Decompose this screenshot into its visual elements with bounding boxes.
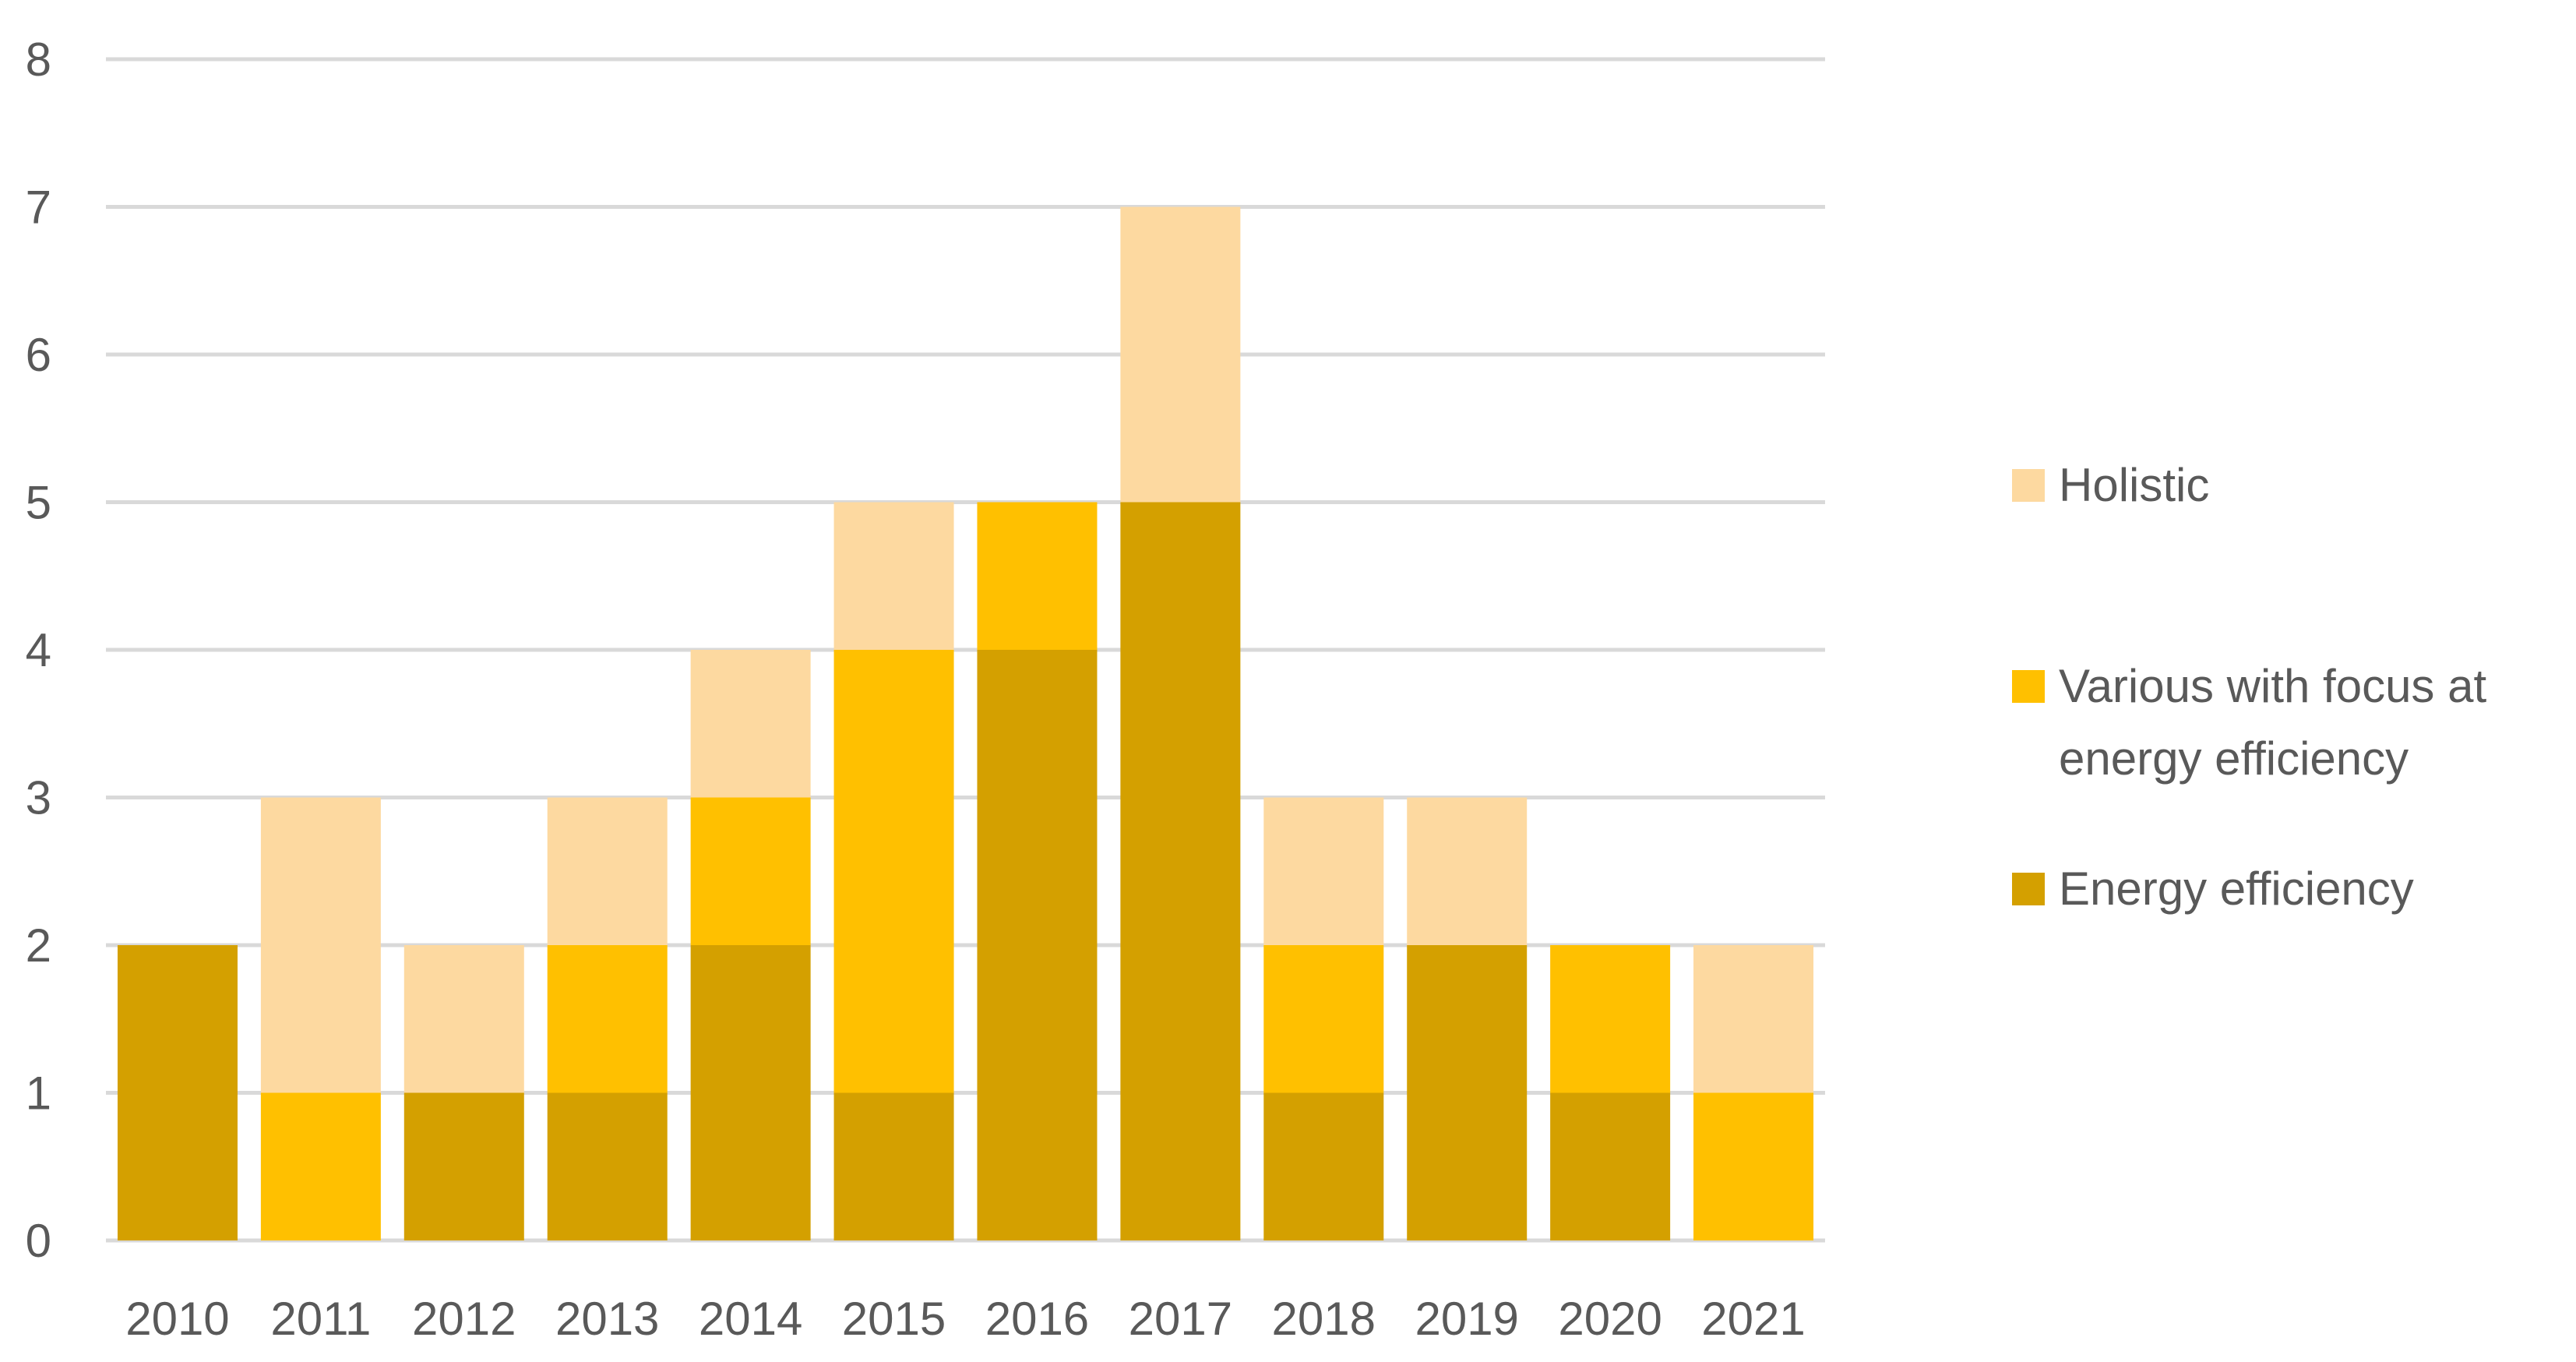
y-tick-label-6: 6 bbox=[26, 329, 51, 381]
x-tick-label-2018: 2018 bbox=[1272, 1293, 1376, 1345]
y-tick-label-3: 3 bbox=[26, 772, 51, 824]
x-tick-label-2020: 2020 bbox=[1558, 1293, 1662, 1345]
y-tick-label-5: 5 bbox=[26, 477, 51, 529]
x-tick-label-2012: 2012 bbox=[412, 1293, 516, 1345]
y-axis-ticks: 0 1 2 3 4 5 6 7 8 bbox=[26, 34, 51, 1267]
x-tick-label-2011: 2011 bbox=[270, 1293, 371, 1345]
x-tick-label-2017: 2017 bbox=[1129, 1293, 1232, 1345]
bar-2013-series-0 bbox=[547, 1092, 668, 1240]
bar-2011-series-2 bbox=[260, 797, 381, 1093]
x-axis-ticks: 2010 2011 2012 2013 2014 2015 2016 2017 2018 2019… bbox=[125, 1293, 1806, 1345]
legend: Holistic Various with focus at energy effi… bbox=[2012, 459, 2486, 915]
bar-2020-series-1 bbox=[1550, 945, 1671, 1093]
x-tick-label-2014: 2014 bbox=[699, 1293, 802, 1345]
bar-2018-series-0 bbox=[1263, 1092, 1384, 1240]
legend-swatch-2 bbox=[2012, 873, 2045, 905]
legend-label-2-line-0: Energy efficiency bbox=[2059, 863, 2414, 915]
legend-label-0-line-0: Holistic bbox=[2059, 459, 2209, 511]
y-tick-label-0: 0 bbox=[26, 1215, 51, 1267]
bar-2015-series-2 bbox=[833, 502, 954, 650]
x-tick-label-2010: 2010 bbox=[125, 1293, 229, 1345]
bar-2021-series-2 bbox=[1693, 945, 1814, 1093]
bar-2013-series-1 bbox=[547, 945, 668, 1093]
bars bbox=[117, 206, 1814, 1240]
bar-2019-series-0 bbox=[1407, 945, 1528, 1240]
bar-2020-series-0 bbox=[1550, 1092, 1671, 1240]
bar-2018-series-2 bbox=[1263, 797, 1384, 945]
y-tick-label-1: 1 bbox=[26, 1067, 51, 1120]
bar-2017-series-2 bbox=[1120, 206, 1241, 503]
bar-2013-series-2 bbox=[547, 797, 668, 945]
bar-2012-series-2 bbox=[403, 945, 524, 1093]
bar-2014-series-1 bbox=[690, 797, 811, 945]
bar-2016-series-1 bbox=[977, 502, 1098, 650]
legend-label-1-line-0: Various with focus at bbox=[2059, 660, 2486, 712]
bar-2019-series-2 bbox=[1407, 797, 1528, 945]
legend-swatch-0 bbox=[2012, 469, 2045, 502]
legend-swatch-1 bbox=[2012, 670, 2045, 703]
x-tick-label-2013: 2013 bbox=[555, 1293, 659, 1345]
legend-label-1-line-1: energy efficiency bbox=[2059, 732, 2409, 785]
bar-2012-series-0 bbox=[403, 1092, 524, 1240]
x-tick-label-2021: 2021 bbox=[1701, 1293, 1805, 1345]
y-tick-label-4: 4 bbox=[26, 624, 51, 676]
bar-2015-series-1 bbox=[833, 650, 954, 1093]
y-tick-label-8: 8 bbox=[26, 34, 51, 86]
bar-2018-series-1 bbox=[1263, 945, 1384, 1093]
bar-2016-series-0 bbox=[977, 650, 1098, 1240]
y-tick-label-2: 2 bbox=[26, 919, 51, 972]
x-tick-label-2016: 2016 bbox=[985, 1293, 1089, 1345]
x-tick-label-2019: 2019 bbox=[1415, 1293, 1518, 1345]
y-tick-label-7: 7 bbox=[26, 182, 51, 234]
bar-2015-series-0 bbox=[833, 1092, 954, 1240]
gridlines bbox=[106, 57, 1825, 1243]
bar-2017-series-0 bbox=[1120, 502, 1241, 1240]
x-tick-label-2015: 2015 bbox=[842, 1293, 946, 1345]
bar-2014-series-2 bbox=[690, 650, 811, 798]
bar-2014-series-0 bbox=[690, 945, 811, 1240]
bar-2010-series-0 bbox=[117, 945, 238, 1240]
bar-2011-series-1 bbox=[260, 1092, 381, 1240]
bar-2021-series-1 bbox=[1693, 1092, 1814, 1240]
